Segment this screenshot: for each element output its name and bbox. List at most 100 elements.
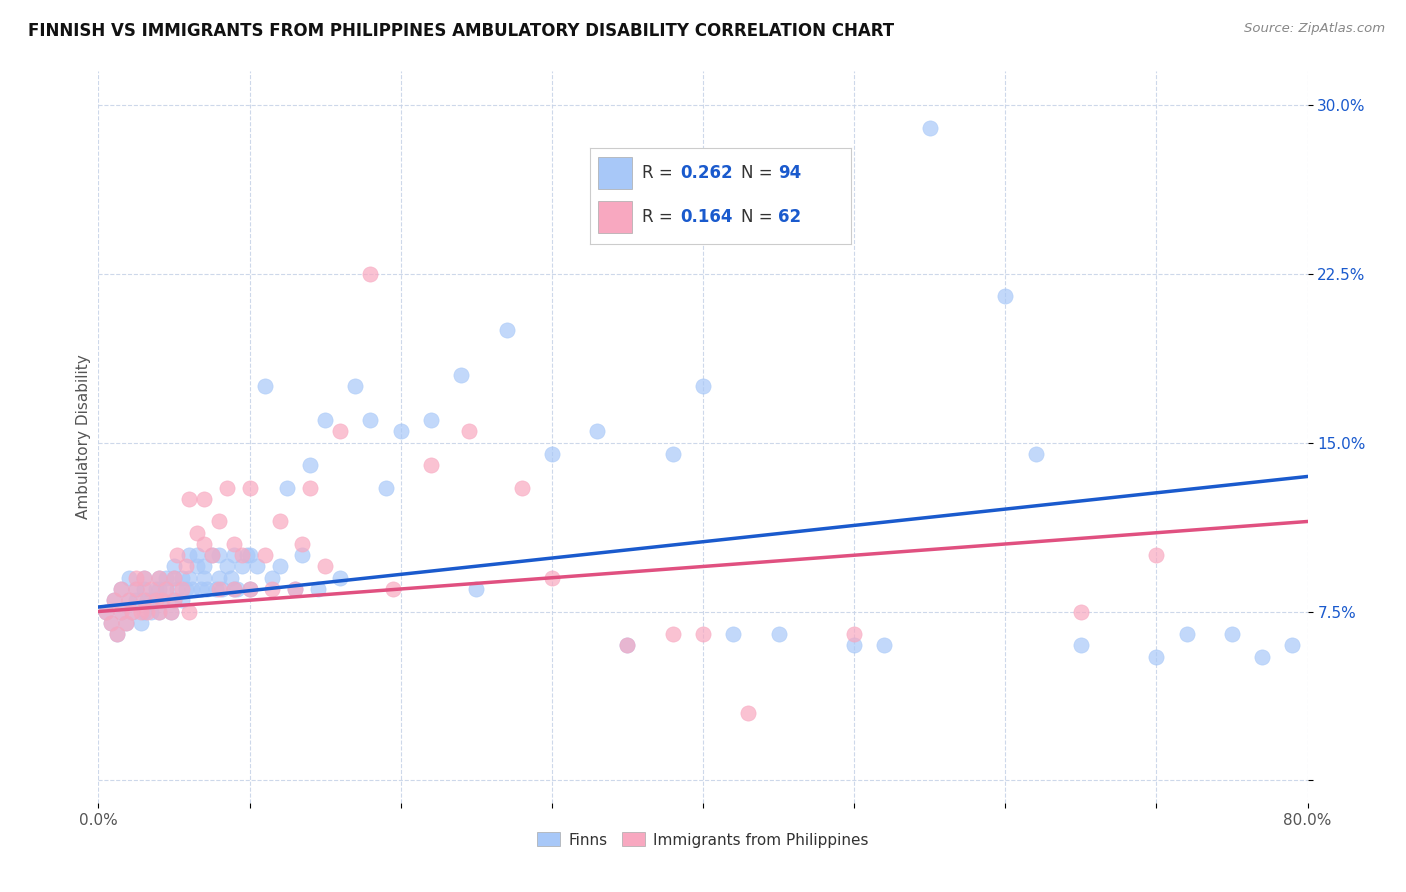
Point	[160, 605, 183, 619]
Point	[174, 559, 197, 574]
Point	[239, 481, 262, 495]
Point	[269, 559, 291, 574]
Point	[148, 605, 170, 619]
Point	[224, 582, 246, 596]
Point	[129, 605, 152, 619]
Point	[163, 593, 186, 607]
Point	[121, 605, 143, 619]
Point	[125, 582, 148, 596]
Point	[1281, 638, 1303, 652]
Point	[360, 267, 382, 281]
Point	[103, 593, 125, 607]
Text: 62: 62	[778, 208, 801, 226]
Point	[94, 605, 117, 619]
Point	[235, 548, 257, 562]
Point	[103, 593, 125, 607]
Point	[299, 481, 322, 495]
Point	[224, 537, 246, 551]
Point	[118, 571, 141, 585]
Point	[692, 379, 714, 393]
Point	[284, 582, 307, 596]
Point	[114, 615, 136, 630]
Point	[389, 425, 412, 439]
Point	[211, 582, 233, 596]
Point	[166, 582, 188, 596]
Point	[344, 379, 367, 393]
Y-axis label: Ambulatory Disability: Ambulatory Disability	[76, 355, 91, 519]
Point	[208, 548, 231, 562]
Point	[145, 593, 167, 607]
Point	[253, 548, 276, 562]
Point	[1024, 447, 1046, 461]
Text: FINNISH VS IMMIGRANTS FROM PHILIPPINES AMBULATORY DISABILITY CORRELATION CHART: FINNISH VS IMMIGRANTS FROM PHILIPPINES A…	[28, 22, 894, 40]
Point	[276, 481, 298, 495]
Point	[163, 571, 186, 585]
Point	[299, 458, 322, 473]
Point	[1144, 649, 1167, 664]
Point	[540, 447, 562, 461]
Point	[170, 593, 193, 607]
Point	[141, 593, 163, 607]
Point	[616, 638, 638, 652]
Point	[100, 615, 122, 630]
Point	[314, 559, 336, 574]
Point	[374, 481, 396, 495]
Point	[215, 481, 238, 495]
Point	[174, 582, 197, 596]
Point	[540, 571, 562, 585]
Point	[150, 593, 173, 607]
Point	[179, 605, 201, 619]
Point	[510, 481, 533, 495]
Point	[193, 571, 215, 585]
Point	[239, 582, 262, 596]
Point	[215, 559, 238, 574]
Point	[1070, 605, 1092, 619]
Point	[121, 605, 143, 619]
Point	[110, 605, 132, 619]
Text: N =: N =	[741, 208, 779, 226]
Point	[495, 323, 517, 337]
Point	[166, 548, 188, 562]
Point	[148, 571, 170, 585]
Point	[239, 548, 262, 562]
Point	[1220, 627, 1243, 641]
Point	[420, 458, 443, 473]
Point	[135, 593, 157, 607]
Point	[179, 548, 201, 562]
Point	[125, 593, 148, 607]
Point	[616, 638, 638, 652]
Point	[125, 582, 148, 596]
Point	[110, 582, 132, 596]
Point	[135, 605, 157, 619]
Point	[186, 548, 208, 562]
Point	[155, 582, 177, 596]
Point	[231, 559, 253, 574]
Point	[110, 605, 132, 619]
Point	[1175, 627, 1198, 641]
Point	[132, 571, 155, 585]
Point	[420, 413, 443, 427]
Point	[360, 413, 382, 427]
Point	[221, 571, 243, 585]
FancyBboxPatch shape	[598, 201, 631, 233]
Point	[170, 582, 193, 596]
Point	[145, 582, 167, 596]
Point	[105, 627, 128, 641]
Point	[269, 515, 291, 529]
Legend: Finns, Immigrants from Philippines: Finns, Immigrants from Philippines	[531, 826, 875, 854]
Point	[208, 571, 231, 585]
Point	[141, 605, 163, 619]
Point	[193, 491, 215, 506]
Point	[1070, 638, 1092, 652]
Point	[148, 605, 170, 619]
Point	[179, 491, 201, 506]
Point	[692, 627, 714, 641]
Point	[262, 571, 284, 585]
Point	[844, 638, 866, 652]
Point	[246, 559, 269, 574]
Text: R =: R =	[643, 208, 678, 226]
Point	[873, 638, 896, 652]
Point	[224, 548, 246, 562]
Point	[94, 605, 117, 619]
FancyBboxPatch shape	[598, 157, 631, 188]
